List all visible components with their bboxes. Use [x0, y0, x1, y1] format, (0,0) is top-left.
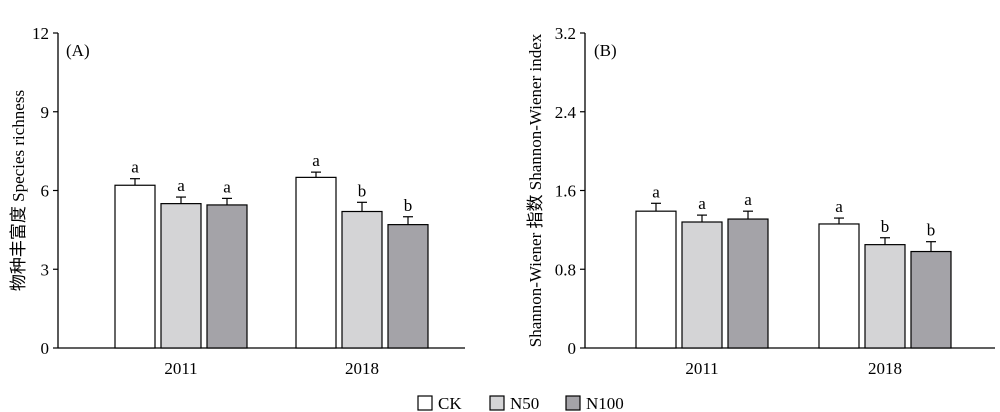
- chart-panel-1: 0 0.8 1.6 2.4 3.2 Shannon-Wiener 指数 Shannon-W…: [526, 24, 995, 378]
- significance-letter: a: [131, 158, 139, 177]
- legend-item-ck: CK: [417, 394, 462, 412]
- bar-ck: [818, 223, 860, 349]
- x-tick-label: 2011: [164, 359, 197, 378]
- bar-n100: [387, 224, 429, 349]
- significance-letter: a: [744, 190, 752, 209]
- legend-label-ck: CK: [438, 394, 462, 412]
- legend-item-n50: N50: [489, 394, 539, 412]
- significance-letter: b: [404, 196, 413, 215]
- y-tick-label: 3: [41, 260, 50, 279]
- bar-ck: [114, 184, 156, 349]
- bar-n50: [341, 210, 383, 349]
- significance-letter: a: [177, 176, 185, 195]
- panel-label: (A): [66, 41, 90, 60]
- y-axis-title: 物种丰富度 Species richness: [9, 90, 28, 291]
- y-tick-label: 0: [41, 339, 50, 358]
- x-tick-label: 2011: [685, 359, 718, 378]
- significance-letter: b: [881, 217, 890, 236]
- significance-letter: b: [358, 181, 367, 200]
- legend-swatch-ck: [417, 395, 433, 411]
- bar-ck: [635, 210, 677, 349]
- panel-label: (B): [594, 41, 617, 60]
- bar-n100: [727, 218, 769, 349]
- y-tick-label: 0: [568, 339, 577, 358]
- legend-swatch-n50: [489, 395, 505, 411]
- y-tick-label: 9: [41, 103, 50, 122]
- y-tick-label: 2.4: [555, 103, 577, 122]
- legend-label-n50: N50: [510, 394, 539, 412]
- x-tick-label: 2018: [868, 359, 902, 378]
- significance-letter: a: [652, 182, 660, 201]
- y-axis-title: Shannon-Wiener 指数 Shannon-Wiener index: [526, 33, 545, 347]
- significance-letter: b: [927, 221, 936, 240]
- chart-panel-0: 0 3 6 9 12 物种丰富度 Species richness (A) 2011 a a a 20…: [9, 24, 465, 378]
- bar-n100: [910, 250, 952, 349]
- legend: CK N50 N100: [417, 394, 624, 412]
- legend-item-n100: N100: [565, 394, 624, 412]
- bar-n50: [864, 244, 906, 349]
- legend-swatch-n100: [565, 395, 581, 411]
- significance-letter: a: [698, 194, 706, 213]
- significance-letter: a: [223, 177, 231, 196]
- legend-label-n100: N100: [586, 394, 624, 412]
- significance-letter: a: [312, 151, 320, 170]
- bar-n100: [206, 204, 248, 349]
- bar-n50: [681, 221, 723, 349]
- significance-letter: a: [835, 197, 843, 216]
- y-tick-label: 0.8: [555, 260, 576, 279]
- x-tick-label: 2018: [345, 359, 379, 378]
- y-tick-label: 6: [41, 182, 50, 201]
- y-tick-label: 3.2: [555, 24, 576, 43]
- chart-panels: 0 3 6 9 12 物种丰富度 Species richness (A) 2011 a a a 20…: [9, 24, 995, 378]
- y-tick-label: 12: [32, 24, 49, 43]
- bar-n50: [160, 203, 202, 349]
- y-tick-label: 1.6: [555, 182, 576, 201]
- bar-ck: [295, 176, 337, 349]
